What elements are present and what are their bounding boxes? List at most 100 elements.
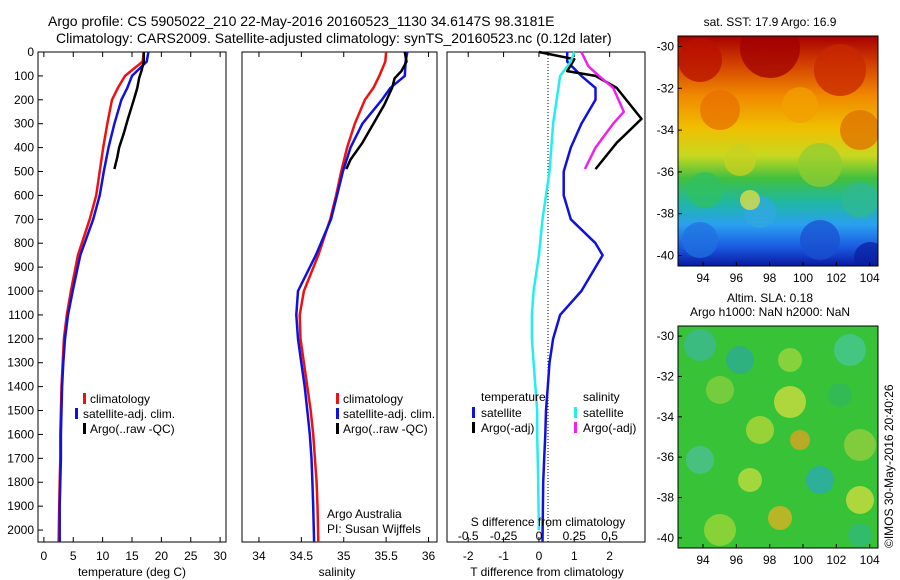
map-y-tick-label: -30 xyxy=(657,329,675,343)
sla-map-title-line2: Argo h1000: NaN h2000: NaN xyxy=(690,305,850,319)
sst-texture xyxy=(782,87,818,123)
sla-map-frame xyxy=(677,325,879,549)
sla-texture xyxy=(846,486,874,514)
map-x-tick-label: 100 xyxy=(793,553,813,567)
sst-texture xyxy=(842,182,878,218)
temperature-legend-climatology: climatology xyxy=(90,392,150,406)
y-tick-label: 300 xyxy=(14,117,34,131)
series-line-satellite-adj-clim- xyxy=(58,51,150,542)
x-tick-label: 10 xyxy=(96,549,110,563)
legend-swatch-argo xyxy=(336,423,339,434)
map-x-tick-label: 104 xyxy=(860,553,880,567)
legend-swatch-satellite xyxy=(75,408,78,419)
sst-texture xyxy=(724,144,756,176)
x-tick-label: 36 xyxy=(422,549,436,563)
temperature-legend-argo: Argo(..raw -QC) xyxy=(90,422,175,436)
sst-texture xyxy=(800,220,840,260)
map-y-tick-label: -36 xyxy=(657,450,675,464)
credit-line2: PI: Susan Wijffels xyxy=(327,522,421,536)
sst-texture xyxy=(814,44,866,96)
salinity-legend-climatology: climatology xyxy=(343,392,403,406)
map-y-tick-label: -36 xyxy=(657,165,675,179)
x-tick-label: -1 xyxy=(498,549,509,563)
map-y-tick-label: -30 xyxy=(657,39,675,53)
map-x-tick-label: 100 xyxy=(793,271,813,285)
y-tick-label: 2000 xyxy=(7,523,34,537)
sst-map-panel: sat. SST: 17.9 Argo: 16.9 94 96 98 100 102 10… xyxy=(657,15,880,285)
x-tick-label: 2 xyxy=(606,549,613,563)
map-y-tick-label: -38 xyxy=(657,491,675,505)
x-tick-label: 34.5 xyxy=(290,549,314,563)
map-x-tick-label: 98 xyxy=(763,553,777,567)
sla-texture xyxy=(778,348,802,372)
sla-texture xyxy=(768,506,792,530)
legend-swatch-t-argo xyxy=(472,422,475,433)
x-tick-label: 1 xyxy=(571,549,578,563)
y-tick-label: 1300 xyxy=(7,356,34,370)
sst-texture xyxy=(854,242,878,266)
y-tick-label: 500 xyxy=(14,165,34,179)
t-difference-x-axis-label: T difference from climatology xyxy=(470,565,624,579)
series-line-argo-raw-qc- xyxy=(345,51,408,170)
sla-texture xyxy=(790,430,810,450)
legend-s-argo: Argo(-adj) xyxy=(583,421,636,435)
y-tick-label: 1800 xyxy=(7,475,34,489)
sst-texture xyxy=(740,190,760,210)
x-tick-label: 20 xyxy=(155,549,169,563)
y-tick-label: 1000 xyxy=(7,284,34,298)
difference-panel: -2 -1 0 1 2 S difference from climatology -0… xyxy=(446,50,646,579)
salinity-legend: climatology satellite-adj. clim. Argo(..… xyxy=(336,392,435,436)
salinity-x-axis-label: salinity xyxy=(319,565,356,579)
y-tick-label: 1400 xyxy=(7,380,34,394)
legend-swatch-argo xyxy=(83,423,86,434)
figure-title-line1: Argo profile: CS 5905022_210 22-May-2016… xyxy=(48,13,554,29)
sla-map-panel: Altim. SLA: 0.18 Argo h1000: NaN h2000: … xyxy=(657,291,880,567)
y-tick-label: 200 xyxy=(14,93,34,107)
legend-swatch-climatology xyxy=(336,393,339,404)
temperature-legend: climatology satellite-adj. clim. Argo(..… xyxy=(75,392,175,436)
credit-line1: Argo Australia xyxy=(327,507,402,521)
x-tick-label: 0 xyxy=(536,549,543,563)
y-tick-label: 1600 xyxy=(7,427,34,441)
map-y-tick-label: -40 xyxy=(657,531,675,545)
sst-texture xyxy=(678,38,722,82)
temperature-x-axis-label: temperature (deg C) xyxy=(78,565,186,579)
map-x-tick-label: 98 xyxy=(763,271,777,285)
sla-texture xyxy=(774,386,806,418)
sla-texture xyxy=(686,446,714,474)
legend-swatch-s-argo xyxy=(574,422,577,433)
map-y-tick-label: -38 xyxy=(657,207,675,221)
y-tick-label: 800 xyxy=(14,236,34,250)
map-x-tick-label: 94 xyxy=(696,271,710,285)
sla-texture xyxy=(746,416,774,444)
difference-axes-box xyxy=(446,51,646,543)
x-tick-label: 34 xyxy=(252,549,266,563)
sst-map-title: sat. SST: 17.9 Argo: 16.9 xyxy=(704,15,837,29)
sst-texture xyxy=(840,110,878,150)
temperature-legend-satellite: satellite-adj. clim. xyxy=(83,407,175,421)
legend-header-salinity: salinity xyxy=(583,390,620,404)
legend-header-temperature: temperature xyxy=(481,390,546,404)
map-y-tick-label: -34 xyxy=(657,123,675,137)
sla-texture xyxy=(828,383,852,407)
salinity-panel: 34 34.5 35 35.5 36 salinity climatology sate… xyxy=(241,51,438,579)
map-x-tick-label: 104 xyxy=(860,271,880,285)
x-tick-label: 35 xyxy=(337,549,351,563)
y-tick-label: 1100 xyxy=(8,308,34,322)
x-tick-label: 5 xyxy=(70,549,77,563)
sst-texture xyxy=(798,143,842,187)
legend-swatch-t-satellite xyxy=(472,407,475,418)
temperature-panel: 0100200300400500600700800900100011001200… xyxy=(7,45,227,579)
y-tick-label: 400 xyxy=(14,141,34,155)
sst-map-frame xyxy=(677,35,879,267)
sla-texture xyxy=(806,466,834,494)
map-x-tick-label: 96 xyxy=(730,271,744,285)
top-scale-tick-label: 0.5 xyxy=(601,529,618,543)
series-line-argo-adj-salinity xyxy=(580,51,626,170)
x-tick-label: -2 xyxy=(463,549,474,563)
y-tick-label: 1200 xyxy=(7,332,34,346)
sla-texture xyxy=(738,468,762,492)
sla-texture xyxy=(706,376,734,404)
sla-texture xyxy=(848,523,872,547)
